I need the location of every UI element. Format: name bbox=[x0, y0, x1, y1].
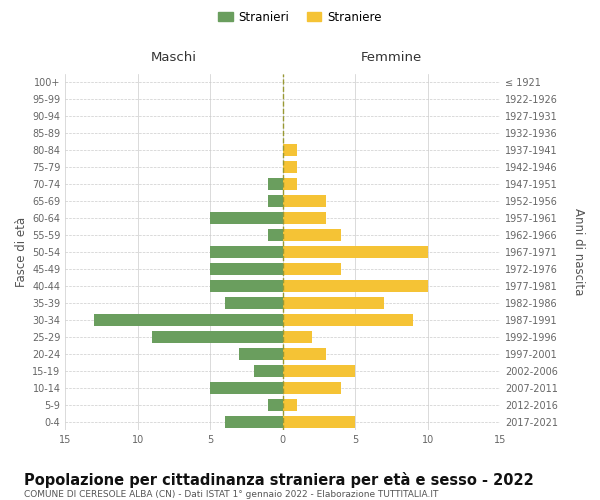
Legend: Stranieri, Straniere: Stranieri, Straniere bbox=[214, 6, 386, 28]
Bar bbox=[283, 246, 428, 258]
Bar bbox=[283, 280, 428, 292]
Bar bbox=[283, 364, 355, 377]
Bar bbox=[94, 314, 283, 326]
Bar bbox=[268, 178, 283, 190]
Bar bbox=[283, 161, 298, 173]
Bar bbox=[283, 382, 341, 394]
Text: Maschi: Maschi bbox=[151, 51, 197, 64]
Bar bbox=[283, 398, 298, 411]
Bar bbox=[268, 229, 283, 241]
Bar bbox=[283, 331, 312, 343]
Text: Popolazione per cittadinanza straniera per età e sesso - 2022: Popolazione per cittadinanza straniera p… bbox=[24, 472, 534, 488]
Bar bbox=[211, 246, 283, 258]
Bar bbox=[225, 297, 283, 309]
Text: Femmine: Femmine bbox=[361, 51, 422, 64]
Bar bbox=[211, 263, 283, 275]
Bar bbox=[283, 229, 341, 241]
Text: COMUNE DI CERESOLE ALBA (CN) - Dati ISTAT 1° gennaio 2022 - Elaborazione TUTTITA: COMUNE DI CERESOLE ALBA (CN) - Dati ISTA… bbox=[24, 490, 439, 499]
Y-axis label: Fasce di età: Fasce di età bbox=[15, 217, 28, 287]
Bar bbox=[283, 297, 384, 309]
Bar bbox=[268, 398, 283, 411]
Bar bbox=[254, 364, 283, 377]
Bar bbox=[283, 263, 341, 275]
Bar bbox=[283, 416, 355, 428]
Bar bbox=[211, 212, 283, 224]
Bar bbox=[211, 382, 283, 394]
Bar bbox=[283, 178, 298, 190]
Bar bbox=[211, 280, 283, 292]
Bar bbox=[268, 195, 283, 207]
Bar bbox=[283, 314, 413, 326]
Bar bbox=[283, 212, 326, 224]
Bar bbox=[152, 331, 283, 343]
Bar bbox=[225, 416, 283, 428]
Bar bbox=[283, 144, 298, 156]
Bar bbox=[283, 348, 326, 360]
Bar bbox=[283, 195, 326, 207]
Y-axis label: Anni di nascita: Anni di nascita bbox=[572, 208, 585, 296]
Bar bbox=[239, 348, 283, 360]
